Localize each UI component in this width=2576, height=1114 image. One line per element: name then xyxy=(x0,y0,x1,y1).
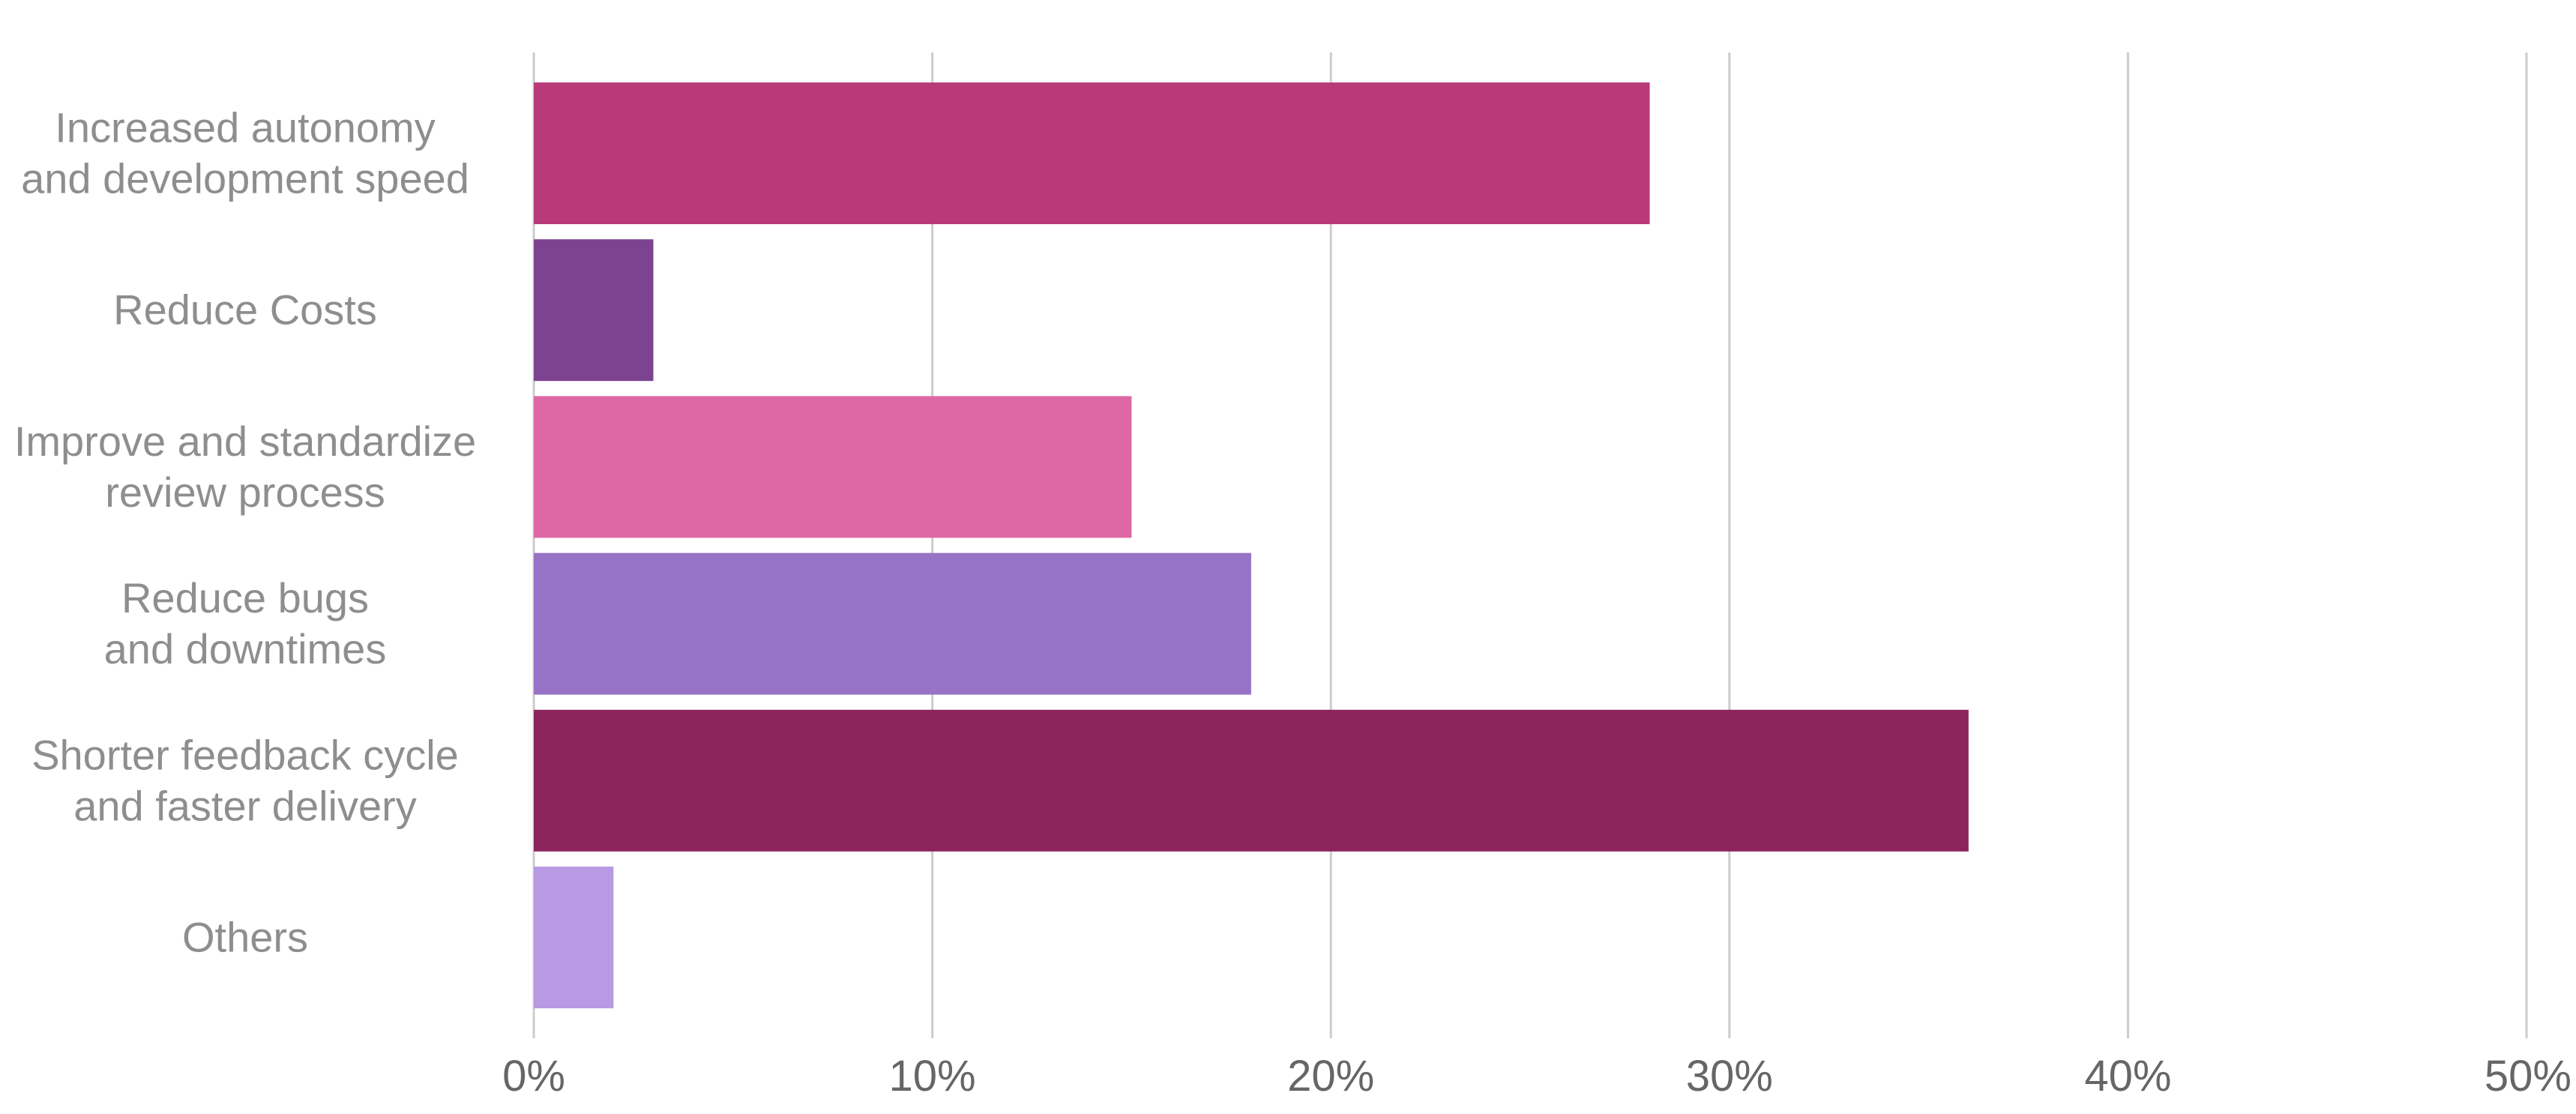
category-label-line: Reduce Costs xyxy=(113,286,377,334)
bar-3 xyxy=(534,553,1251,695)
category-label-line: Improve and standardize xyxy=(14,418,476,465)
x-tick-label: 10% xyxy=(889,1052,976,1101)
x-tick-label: 20% xyxy=(1287,1052,1374,1101)
category-label-line: and faster delivery xyxy=(73,782,417,829)
category-labels: Increased autonomy and development speed R… xyxy=(14,104,476,961)
category-label: Improve and standardize review process xyxy=(14,418,476,516)
x-tick-label: 0% xyxy=(502,1052,565,1101)
category-label-line: Shorter feedback cycle xyxy=(31,731,459,778)
bar-1 xyxy=(534,239,654,382)
category-label-line: and development speed xyxy=(21,155,469,202)
category-label: Shorter feedback cycle and faster deliver… xyxy=(31,731,459,829)
category-label: Reduce Costs xyxy=(113,286,377,334)
bars xyxy=(534,82,1969,1008)
x-tick-label: 30% xyxy=(1686,1052,1773,1101)
bar-2 xyxy=(534,396,1132,538)
x-tick-label: 50% xyxy=(2485,1052,2572,1101)
x-axis-ticks: 0% 10% 20% 30% 40% 50% xyxy=(502,1052,2572,1101)
category-label-line: Others xyxy=(182,914,308,961)
category-label: Others xyxy=(182,914,308,961)
bar-5 xyxy=(534,867,614,1008)
category-label-line: Increased autonomy xyxy=(55,104,435,151)
bar-0 xyxy=(534,82,1650,224)
category-label: Increased autonomy and development speed xyxy=(21,104,469,202)
category-label-line: Reduce bugs xyxy=(121,574,369,621)
category-label: Reduce bugs and downtimes xyxy=(104,574,387,672)
category-label-line: review process xyxy=(105,469,385,516)
x-tick-label: 40% xyxy=(2084,1052,2171,1101)
bar-4 xyxy=(534,709,1969,852)
category-label-line: and downtimes xyxy=(104,625,387,672)
